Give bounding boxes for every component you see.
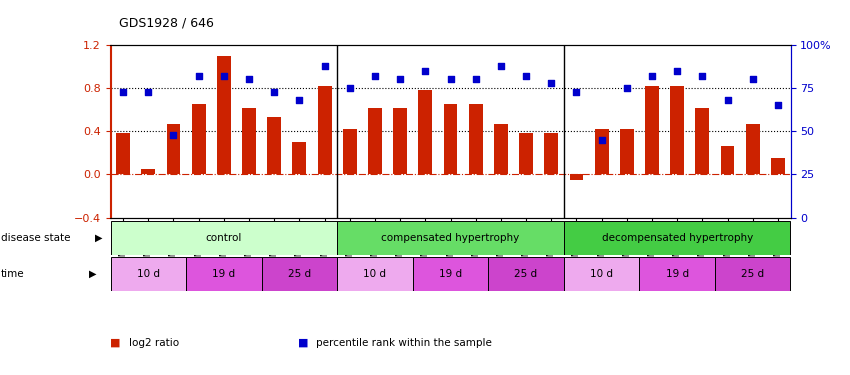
Bar xyxy=(745,124,760,174)
Point xyxy=(192,73,206,79)
Point xyxy=(570,88,583,94)
Point xyxy=(444,76,457,82)
Text: ■: ■ xyxy=(298,338,311,348)
Point xyxy=(242,76,256,82)
Point xyxy=(645,73,659,79)
Bar xyxy=(695,108,709,174)
Bar xyxy=(337,221,564,255)
Point xyxy=(620,85,633,91)
Point xyxy=(418,68,432,74)
Point xyxy=(469,76,483,82)
Text: ■: ■ xyxy=(110,338,124,348)
Point xyxy=(268,88,281,94)
Text: decompensated hypertrophy: decompensated hypertrophy xyxy=(602,233,753,243)
Bar xyxy=(192,104,206,174)
Text: 25 d: 25 d xyxy=(514,269,537,279)
Text: 10 d: 10 d xyxy=(364,269,387,279)
Point xyxy=(746,76,760,82)
Bar xyxy=(721,146,734,174)
Point xyxy=(494,63,507,69)
Text: 19 d: 19 d xyxy=(666,269,689,279)
Bar xyxy=(343,129,357,174)
Bar xyxy=(141,169,156,174)
Point xyxy=(116,88,130,94)
Text: disease state: disease state xyxy=(1,233,71,243)
Point xyxy=(695,73,709,79)
Bar xyxy=(418,90,433,174)
Bar xyxy=(110,221,337,255)
Text: log2 ratio: log2 ratio xyxy=(129,338,179,348)
Point xyxy=(519,73,533,79)
Bar xyxy=(645,86,659,174)
Text: 25 d: 25 d xyxy=(288,269,311,279)
Bar xyxy=(519,134,533,174)
Bar xyxy=(116,134,130,174)
Bar xyxy=(394,108,407,174)
Bar xyxy=(468,104,483,174)
Bar xyxy=(488,257,564,291)
Bar xyxy=(444,104,457,174)
Point xyxy=(167,132,180,138)
Point xyxy=(343,85,356,91)
Point xyxy=(141,88,155,94)
Text: 10 d: 10 d xyxy=(590,269,613,279)
Text: 10 d: 10 d xyxy=(137,269,160,279)
Text: 25 d: 25 d xyxy=(741,269,764,279)
Point xyxy=(595,137,609,143)
Text: 19 d: 19 d xyxy=(212,269,235,279)
Point xyxy=(545,80,558,86)
Bar xyxy=(267,117,281,174)
Bar xyxy=(639,257,715,291)
Bar xyxy=(570,174,583,180)
Bar xyxy=(368,108,382,174)
Text: 19 d: 19 d xyxy=(439,269,462,279)
Bar xyxy=(544,134,558,174)
Bar xyxy=(167,124,180,174)
Point xyxy=(368,73,382,79)
Bar xyxy=(186,257,262,291)
Bar xyxy=(217,56,230,174)
Point xyxy=(394,76,407,82)
Text: ▶: ▶ xyxy=(89,269,97,279)
Bar xyxy=(318,86,332,174)
Bar xyxy=(292,142,306,174)
Bar xyxy=(110,257,186,291)
Text: ▶: ▶ xyxy=(95,233,103,243)
Text: time: time xyxy=(1,269,25,279)
Point xyxy=(318,63,332,69)
Point xyxy=(217,73,230,79)
Bar xyxy=(595,129,609,174)
Bar xyxy=(494,124,507,174)
Point xyxy=(771,102,785,108)
Bar xyxy=(262,257,337,291)
Point xyxy=(721,97,734,103)
Text: compensated hypertrophy: compensated hypertrophy xyxy=(382,233,519,243)
Text: percentile rank within the sample: percentile rank within the sample xyxy=(316,338,492,348)
Bar xyxy=(413,257,488,291)
Bar xyxy=(715,257,791,291)
Text: control: control xyxy=(206,233,242,243)
Bar xyxy=(671,86,684,174)
Bar xyxy=(337,257,413,291)
Point xyxy=(292,97,306,103)
Text: GDS1928 / 646: GDS1928 / 646 xyxy=(119,17,214,30)
Bar xyxy=(771,158,785,174)
Bar xyxy=(564,257,639,291)
Point xyxy=(671,68,684,74)
Bar xyxy=(242,108,256,174)
Bar xyxy=(564,221,791,255)
Bar xyxy=(620,129,634,174)
